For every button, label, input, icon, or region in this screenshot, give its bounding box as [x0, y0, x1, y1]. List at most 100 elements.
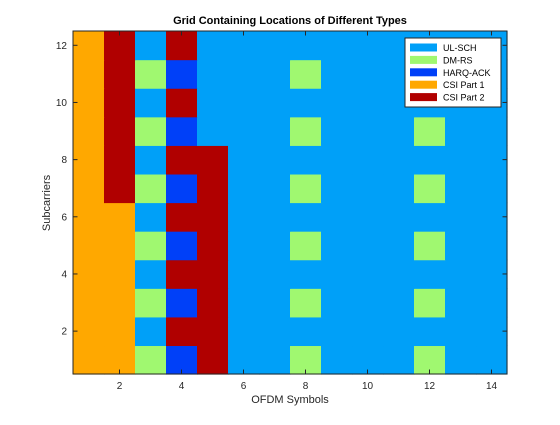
heatmap-cell — [445, 116, 477, 146]
heatmap-cell — [321, 88, 353, 118]
heatmap-cell — [259, 173, 291, 204]
heatmap-cell — [414, 259, 446, 289]
heatmap-cell — [73, 145, 105, 175]
heatmap-cell — [259, 31, 291, 61]
heatmap-cell — [166, 59, 198, 89]
heatmap-cell — [476, 259, 508, 289]
x-tick-label: 6 — [241, 381, 247, 392]
heatmap-cell — [352, 88, 384, 118]
heatmap-cell — [197, 173, 229, 204]
heatmap-cell — [445, 202, 477, 232]
heatmap-cell — [228, 59, 260, 89]
heatmap-cell — [228, 31, 260, 61]
legend-label: UL-SCH — [443, 43, 477, 53]
chart-title: Grid Containing Locations of Different T… — [173, 15, 407, 27]
heatmap-cell — [290, 145, 322, 175]
heatmap-cell — [476, 202, 508, 232]
heatmap-cell — [352, 116, 384, 146]
heatmap-cell — [352, 259, 384, 289]
y-axis-label: Subcarriers — [41, 174, 53, 231]
heatmap-cell — [383, 116, 415, 146]
heatmap-cell — [352, 288, 384, 318]
heatmap-cell — [476, 116, 508, 146]
heatmap-cell — [259, 59, 291, 89]
heatmap-cell — [135, 116, 167, 146]
heatmap-cell — [445, 288, 477, 318]
heatmap-cell — [135, 316, 167, 347]
heatmap-cell — [135, 288, 167, 318]
legend-swatch — [410, 68, 437, 77]
heatmap-cell — [352, 202, 384, 232]
heatmap-cell — [321, 231, 353, 261]
heatmap-cell — [197, 88, 229, 118]
heatmap-cell — [321, 316, 353, 347]
heatmap-cell — [228, 173, 260, 204]
y-tick-label: 4 — [61, 269, 67, 280]
heatmap-cell — [197, 116, 229, 146]
heatmap-cell — [321, 116, 353, 146]
heatmap-cell — [321, 31, 353, 61]
y-tick-label: 6 — [61, 212, 67, 223]
heatmap-cell — [228, 202, 260, 232]
heatmap-cell — [73, 345, 105, 375]
heatmap-cell — [476, 288, 508, 318]
heatmap-cell — [197, 259, 229, 289]
heatmap-cell — [166, 259, 198, 289]
heatmap-cell — [197, 231, 229, 261]
heatmap-cell — [259, 145, 291, 175]
heatmap-cell — [445, 259, 477, 289]
heatmap-cell — [383, 202, 415, 232]
heatmap-cell — [259, 259, 291, 289]
heatmap-cell — [73, 316, 105, 347]
heatmap-cell — [414, 231, 446, 261]
heatmap-cell — [290, 59, 322, 89]
heatmap-cell — [414, 145, 446, 175]
heatmap-cell — [352, 31, 384, 61]
heatmap-cell — [73, 202, 105, 232]
heatmap-cell — [259, 88, 291, 118]
x-axis-label: OFDM Symbols — [251, 394, 329, 406]
x-tick-label: 10 — [362, 381, 374, 392]
heatmap-cell — [166, 31, 198, 61]
heatmap-cell — [352, 59, 384, 89]
heatmap-cell — [414, 173, 446, 204]
heatmap-cell — [259, 231, 291, 261]
heatmap-cell — [228, 316, 260, 347]
heatmap-cell — [197, 31, 229, 61]
heatmap-cell — [228, 88, 260, 118]
heatmap-cell — [135, 345, 167, 375]
heatmap-cell — [166, 88, 198, 118]
heatmap-cell — [383, 345, 415, 375]
legend-label: CSI Part 1 — [443, 80, 485, 90]
heatmap-cell — [352, 145, 384, 175]
heatmap-cell — [321, 259, 353, 289]
heatmap-cell — [228, 288, 260, 318]
heatmap-cell — [166, 231, 198, 261]
axis-ticks: 2 4 6 8 10 12 14 2 4 6 8 10 12 — [56, 31, 507, 392]
heatmap-cell — [73, 173, 105, 204]
heatmap-cell — [135, 231, 167, 261]
heatmap-cell — [135, 88, 167, 118]
heatmap-cell — [476, 145, 508, 175]
heatmap-cell — [197, 288, 229, 318]
heatmap-cell — [414, 288, 446, 318]
heatmap-cell — [166, 173, 198, 204]
heatmap-cell — [383, 259, 415, 289]
legend-label: CSI Part 2 — [443, 93, 485, 103]
heatmap-cell — [104, 59, 136, 89]
heatmap-cell — [290, 259, 322, 289]
heatmap-cell — [321, 173, 353, 204]
y-tick-label: 10 — [56, 98, 68, 109]
heatmap-cell — [104, 145, 136, 175]
heatmap-cell — [352, 316, 384, 347]
heatmap-cell — [290, 31, 322, 61]
heatmap-cell — [166, 145, 198, 175]
heatmap-cell — [104, 259, 136, 289]
heatmap-cell — [104, 231, 136, 261]
heatmap-cell — [166, 316, 198, 347]
heatmap-cell — [383, 231, 415, 261]
heatmap-cell — [321, 202, 353, 232]
x-tick-label: 14 — [486, 381, 498, 392]
heatmap-cell — [352, 231, 384, 261]
